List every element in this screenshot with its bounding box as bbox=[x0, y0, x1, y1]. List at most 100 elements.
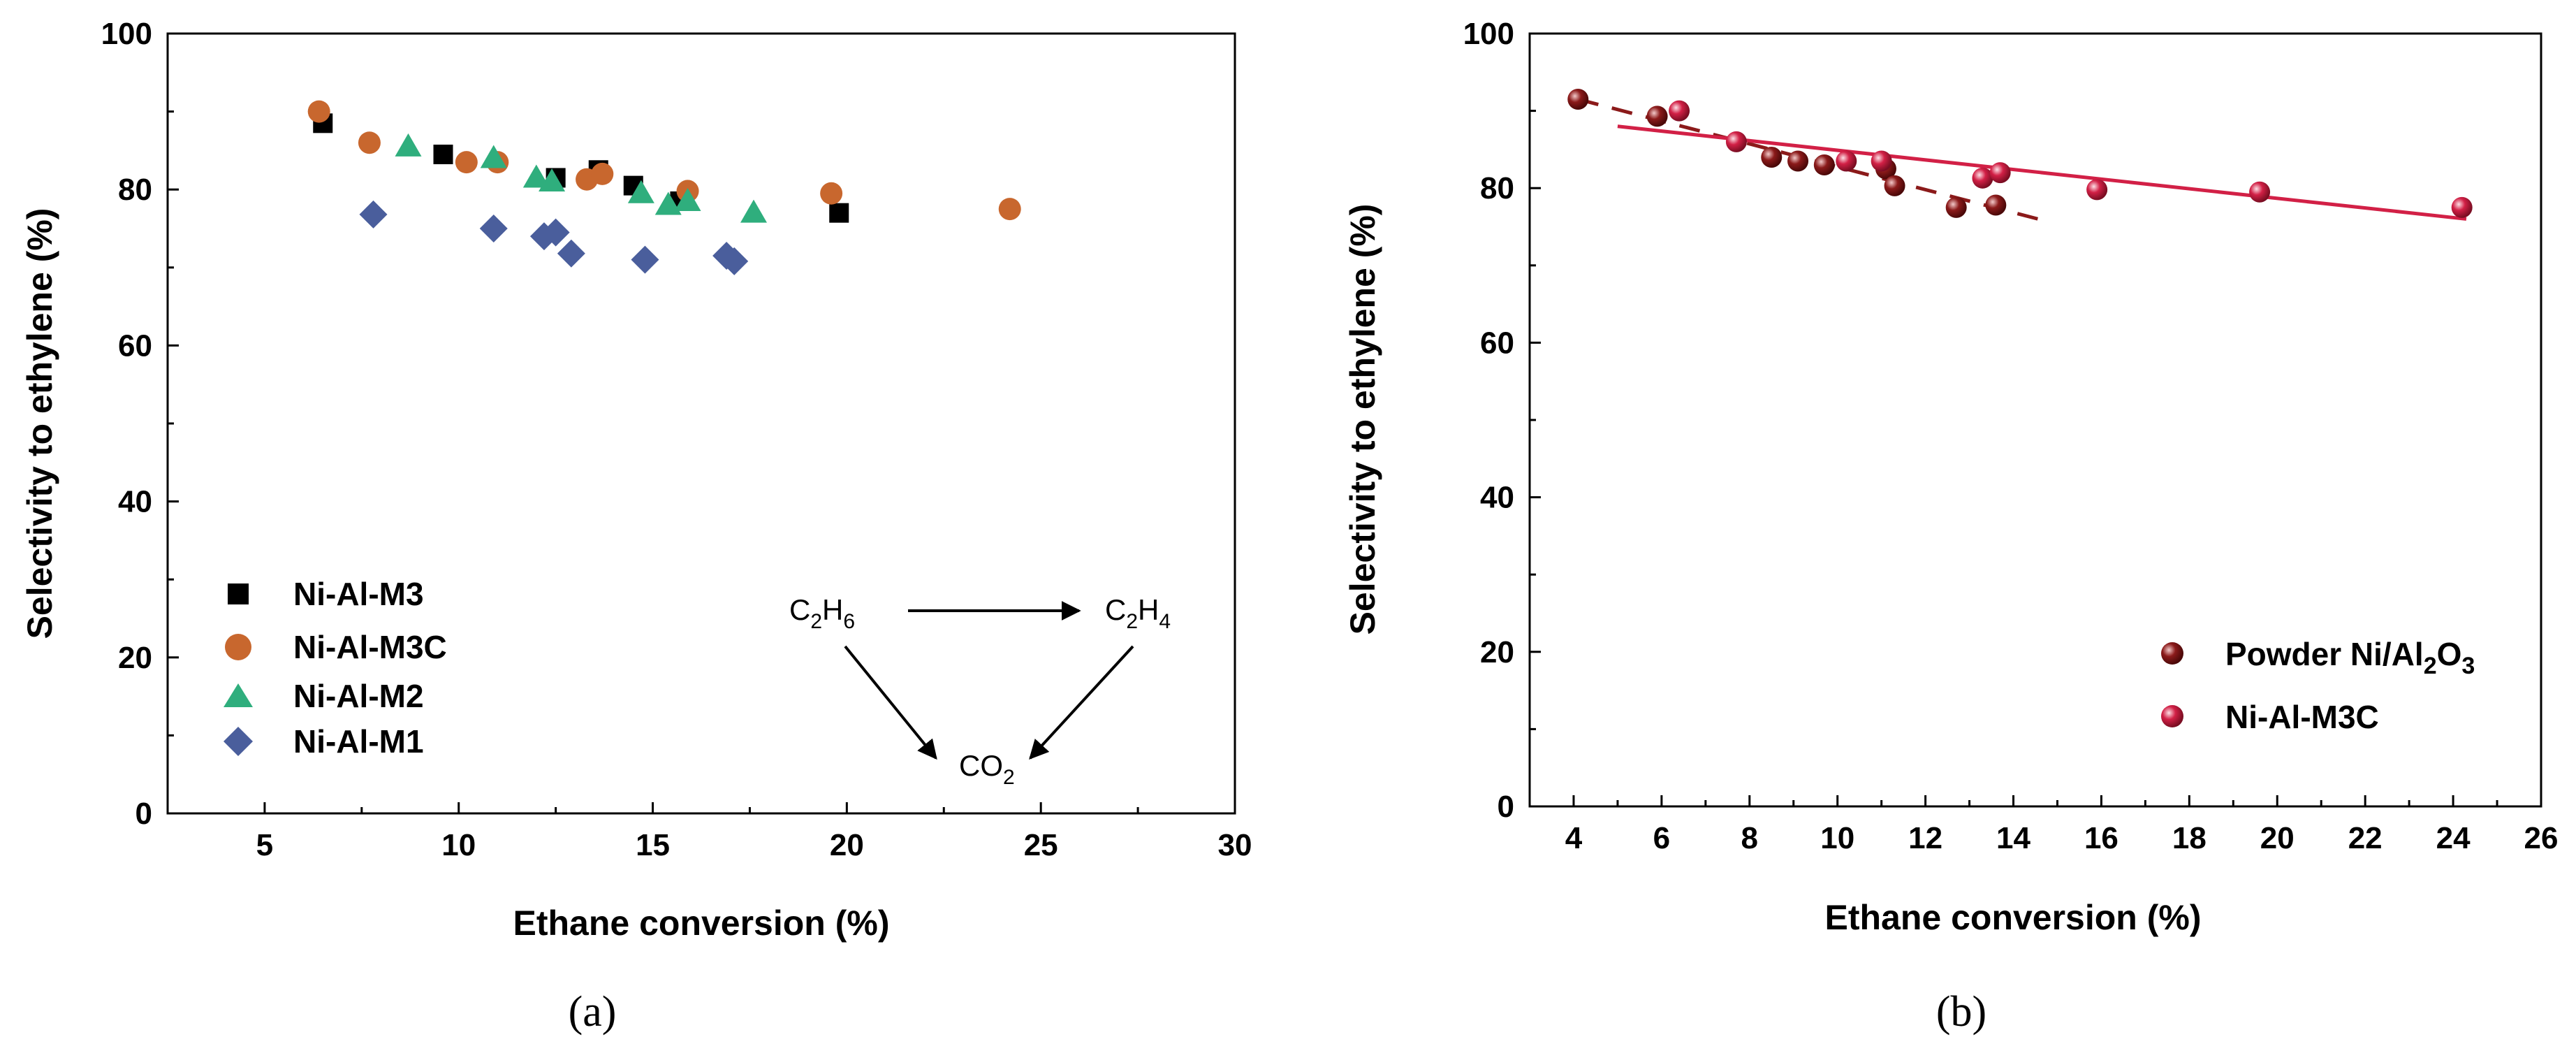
fit-line-ni-al-m3c bbox=[1617, 124, 2467, 221]
point-ni-al-m3c bbox=[1989, 162, 2011, 184]
panel-a-chart: 0 20 40 60 80 100 5 10 15 20 25 30 Selectivity to … bbox=[20, 17, 1252, 1036]
point-ni-al-m3c bbox=[1871, 150, 1892, 172]
panel-b-x-tick-label: 10 bbox=[1820, 821, 1854, 855]
panel-a-x-tick-label: 30 bbox=[1218, 828, 1252, 862]
panel-b-x-tick-label: 6 bbox=[1653, 821, 1670, 855]
point-ni-al-m3c bbox=[2451, 196, 2473, 218]
point-ni-al-m3c bbox=[591, 162, 614, 185]
point-powder-ni-al2o3 bbox=[1813, 154, 1835, 176]
point-ni-al-m3c bbox=[2086, 179, 2108, 201]
panel-a-x-axis-title: Ethane conversion (%) bbox=[513, 904, 890, 943]
point-ni-al-m3c bbox=[455, 151, 478, 174]
scheme-arrow-ethane-to-co2 bbox=[844, 645, 937, 760]
panel-b-legend: Powder Ni/Al2O3 Ni-Al-M3C bbox=[2161, 636, 2475, 735]
panel-a-y-tick-label: 60 bbox=[118, 328, 152, 363]
panel-b-plot-frame bbox=[1528, 32, 2542, 808]
point-ni-al-m3c bbox=[358, 131, 381, 154]
point-ni-al-m2 bbox=[674, 187, 701, 211]
panel-b-x-tick-label: 14 bbox=[1996, 821, 2030, 855]
legend-marker-powder-ni-al2o3 bbox=[2161, 642, 2183, 665]
panel-b-x-tick-label: 12 bbox=[1908, 821, 1942, 855]
point-ni-al-m3c bbox=[820, 182, 843, 205]
panel-b-y-tick-label: 60 bbox=[1480, 326, 1514, 360]
point-powder-ni-al2o3 bbox=[1567, 89, 1589, 110]
legend-marker-ni-al-m1 bbox=[224, 727, 253, 756]
point-ni-al-m3c bbox=[998, 198, 1021, 221]
panel-b-x-tick-label: 4 bbox=[1565, 821, 1583, 855]
point-ni-al-m3c bbox=[1972, 167, 1993, 189]
panel-b-x-tick-label: 24 bbox=[2436, 821, 2471, 855]
panel-b-caption: (b) bbox=[1936, 988, 1986, 1036]
panel-b-x-axis-title: Ethane conversion (%) bbox=[1825, 898, 2202, 937]
panel-a-x-tick-label: 15 bbox=[636, 828, 670, 862]
panel-a-y-tick-label: 0 bbox=[136, 797, 152, 831]
point-ni-al-m2 bbox=[539, 168, 566, 192]
point-ni-al-m1 bbox=[479, 215, 508, 242]
point-ni-al-m1 bbox=[541, 218, 570, 247]
panel-a-x-tick-label: 25 bbox=[1024, 828, 1058, 862]
legend-label-ni-al-m3c-b: Ni-Al-M3C bbox=[2225, 699, 2379, 735]
panel-a-y-axis-title: Selectivity to ethylene (%) bbox=[20, 208, 59, 639]
point-ni-al-m2 bbox=[740, 199, 768, 223]
point-ni-al-m2 bbox=[654, 191, 682, 215]
point-ni-al-m1 bbox=[631, 245, 659, 274]
legend-marker-ni-al-m3c-b bbox=[2161, 705, 2183, 727]
point-ni-al-m1 bbox=[557, 239, 585, 268]
panel-b-x-tick-label: 26 bbox=[2524, 821, 2559, 855]
panel-a-legend: Ni-Al-M3 Ni-Al-M3C Ni-Al-M2 Ni-Al-M1 bbox=[224, 576, 447, 760]
point-powder-ni-al2o3 bbox=[1884, 175, 1905, 196]
point-ni-al-m2 bbox=[395, 133, 422, 157]
panel-a-caption: (a) bbox=[569, 988, 617, 1036]
panel-b-y-tick-label: 100 bbox=[1463, 17, 1514, 51]
panel-b-y-tick-label: 80 bbox=[1480, 171, 1514, 205]
point-powder-ni-al2o3 bbox=[1646, 106, 1668, 127]
panel-b-chart: 0 20 40 60 80 100 4 6 8 10 12 14 16 18 20 22 24 26 Selec… bbox=[1343, 17, 2558, 1036]
point-ni-al-m1 bbox=[720, 247, 749, 275]
panel-a-y-tick-label: 80 bbox=[118, 173, 152, 207]
point-ni-al-m3c bbox=[1669, 100, 1690, 122]
point-ni-al-m3 bbox=[433, 144, 453, 164]
panel-a-x-tick-label: 10 bbox=[441, 828, 476, 862]
legend-label-ni-al-m3: Ni-Al-M3 bbox=[293, 576, 424, 612]
panel-a-x-tick-label: 5 bbox=[256, 828, 273, 862]
panel-b-x-tick-label: 20 bbox=[2260, 821, 2295, 855]
point-ni-al-m2 bbox=[522, 164, 550, 188]
scheme-arrow-ethylene-to-co2 bbox=[1029, 645, 1134, 760]
reaction-scheme: C2H6 C2H4 CO2 bbox=[789, 593, 1171, 789]
point-powder-ni-al2o3 bbox=[1787, 150, 1809, 172]
legend-label-powder-ni-al2o3: Powder Ni/Al2O3 bbox=[2225, 636, 2475, 679]
panel-b-y-axis-title: Selectivity to ethylene (%) bbox=[1343, 204, 1382, 635]
scheme-product-formula: C2H4 bbox=[1105, 593, 1171, 633]
point-ni-al-m1 bbox=[359, 200, 388, 229]
panel-b-x-tick-label: 8 bbox=[1741, 821, 1758, 855]
point-ni-al-m2 bbox=[480, 145, 507, 168]
panel-b-x-tick-label: 22 bbox=[2348, 821, 2383, 855]
point-ni-al-m3c bbox=[1725, 131, 1747, 152]
panel-b-y-tick-label: 20 bbox=[1480, 635, 1514, 669]
scheme-reactant-formula: C2H6 bbox=[789, 593, 855, 633]
legend-label-ni-al-m1: Ni-Al-M1 bbox=[293, 723, 424, 760]
panel-b-y-tick-label: 0 bbox=[1498, 790, 1514, 824]
legend-label-ni-al-m3c: Ni-Al-M3C bbox=[293, 629, 447, 665]
point-ni-al-m2 bbox=[627, 180, 654, 203]
point-ni-al-m3c bbox=[1836, 150, 1857, 172]
point-ni-al-m3c bbox=[307, 100, 330, 123]
point-powder-ni-al2o3 bbox=[1985, 194, 2007, 216]
legend-marker-ni-al-m2 bbox=[224, 683, 253, 707]
point-powder-ni-al2o3 bbox=[1945, 196, 1967, 218]
point-powder-ni-al2o3 bbox=[1761, 146, 1783, 168]
scheme-byproduct-formula: CO2 bbox=[959, 749, 1015, 789]
panel-b-x-tick-label: 16 bbox=[2084, 821, 2118, 855]
panel-b-x-tick-label: 18 bbox=[2172, 821, 2207, 855]
panel-b-y-tick-label: 40 bbox=[1480, 481, 1514, 515]
panel-a-y-tick-label: 40 bbox=[118, 485, 152, 519]
panel-a-y-tick-label: 20 bbox=[118, 641, 152, 675]
panel-a-x-tick-label: 20 bbox=[830, 828, 864, 862]
panel-a-y-tick-label: 100 bbox=[101, 17, 152, 51]
point-ni-al-m3c bbox=[2249, 181, 2271, 203]
legend-label-ni-al-m2: Ni-Al-M2 bbox=[293, 678, 424, 714]
legend-marker-ni-al-m3 bbox=[228, 583, 249, 604]
legend-marker-ni-al-m3c bbox=[225, 634, 251, 660]
point-ni-al-m3 bbox=[829, 203, 849, 223]
